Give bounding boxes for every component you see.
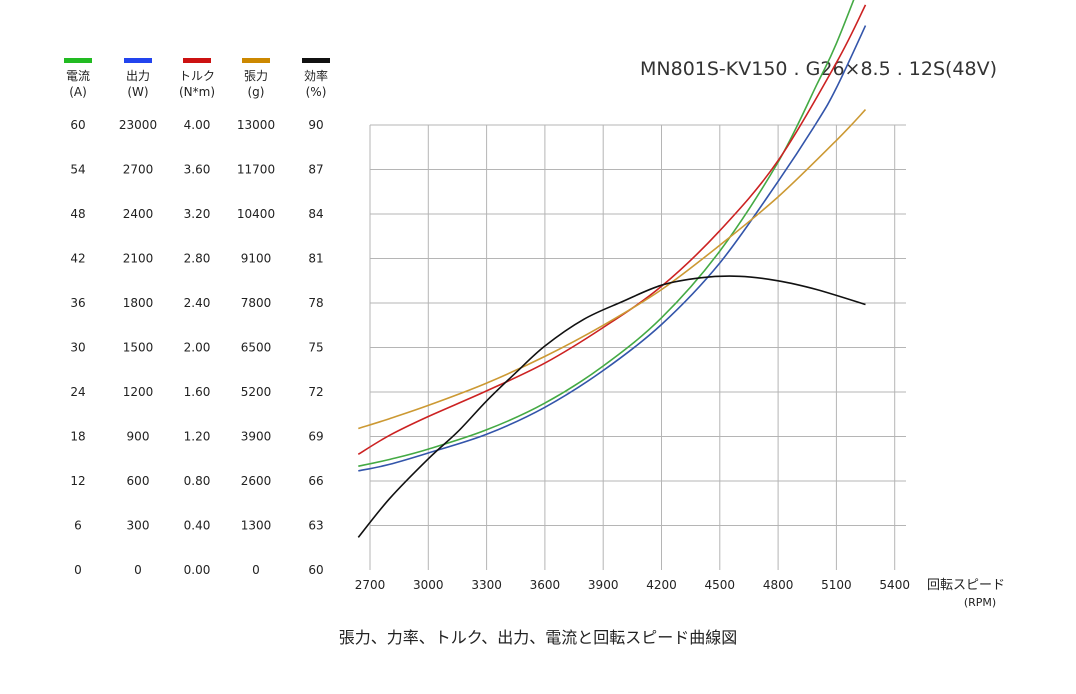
power-tick-label: 900 (127, 430, 150, 444)
efficiency-tick-label: 84 (308, 207, 323, 221)
power-tick-label: 1200 (123, 385, 154, 399)
thrust-tick-label: 7800 (241, 296, 272, 310)
current-axis-unit: (A) (69, 85, 87, 99)
thrust-tick-label: 11700 (237, 163, 275, 177)
torque-tick-label: 2.00 (184, 341, 211, 355)
power-axis-unit: (W) (127, 85, 148, 99)
x-axis-unit: (RPM) (964, 596, 996, 609)
efficiency-tick-label: 63 (308, 519, 323, 533)
x-tick-label: 4500 (705, 578, 736, 592)
torque-series-line (357, 4, 867, 455)
current-tick-label: 30 (70, 341, 85, 355)
current-tick-label: 36 (70, 296, 85, 310)
thrust-tick-label: 1300 (241, 519, 272, 533)
x-tick-label: 3000 (413, 578, 444, 592)
efficiency-series-line (357, 275, 866, 538)
thrust-tick-label: 10400 (237, 207, 275, 221)
torque-axis-label: トルク (179, 69, 215, 83)
current-tick-label: 42 (70, 252, 85, 266)
power-series-line (358, 25, 867, 472)
x-tick-label: 3600 (530, 578, 561, 592)
x-tick-label: 3900 (588, 578, 619, 592)
power-tick-label: 600 (127, 474, 150, 488)
x-tick-label: 4200 (646, 578, 677, 592)
x-axis-label: 回転スピード (927, 578, 1005, 593)
chart-caption: 張力、力率、トルク、出力、電流と回転スピード曲線図 (338, 628, 738, 647)
current-series-line (358, 0, 855, 467)
efficiency-tick-label: 72 (308, 385, 323, 399)
x-axis: 2700 3000 3300 3600 3900 4200 4500 4800 5100 5400… (355, 578, 1005, 609)
thrust-tick-label: 13000 (237, 118, 275, 132)
x-tick-label: 3300 (471, 578, 502, 592)
torque-tick-label: 4.00 (184, 118, 211, 132)
power-tick-label: 0 (134, 563, 142, 577)
thrust-series-line (358, 109, 867, 430)
thrust-tick-label: 9100 (241, 252, 272, 266)
efficiency-tick-label: 69 (308, 430, 323, 444)
series (357, 0, 867, 538)
power-axis-label: 出力 (126, 69, 150, 83)
torque-tick-label: 0.40 (184, 519, 211, 533)
thrust-tick-label: 0 (252, 563, 260, 577)
torque-legend-swatch (183, 58, 211, 63)
power-tick-label: 2100 (123, 252, 154, 266)
efficiency-tick-label: 78 (308, 296, 323, 310)
chart-title: MN801S-KV150 . G26×8.5 . 12S(48V) (640, 58, 998, 80)
torque-tick-label: 2.80 (184, 252, 211, 266)
torque-tick-label: 3.20 (184, 207, 211, 221)
x-tick-label: 5400 (879, 578, 910, 592)
torque-axis-unit: (N*m) (179, 85, 215, 99)
efficiency-tick-label: 90 (308, 118, 323, 132)
current-tick-label: 48 (70, 207, 85, 221)
power-tick-label: 300 (127, 519, 150, 533)
power-tick-label: 1800 (123, 296, 154, 310)
thrust-tick-label: 2600 (241, 474, 272, 488)
current-tick-label: 18 (70, 430, 85, 444)
torque-tick-label: 0.80 (184, 474, 211, 488)
thrust-tick-label: 6500 (241, 341, 272, 355)
efficiency-axis-unit: (%) (306, 85, 327, 99)
power-tick-label: 1500 (123, 341, 154, 355)
power-tick-label: 2700 (123, 163, 154, 177)
y-axes: 電流(A)06121824303642485460出力(W)0300600900… (64, 58, 330, 577)
power-legend-swatch (124, 58, 152, 63)
current-legend-swatch (64, 58, 92, 63)
efficiency-tick-label: 81 (308, 252, 323, 266)
current-tick-label: 0 (74, 563, 82, 577)
grid (369, 124, 906, 570)
efficiency-tick-label: 60 (308, 563, 323, 577)
efficiency-tick-label: 75 (308, 341, 323, 355)
current-tick-label: 6 (74, 519, 82, 533)
torque-tick-label: 1.60 (184, 385, 211, 399)
thrust-axis-label: 張力 (244, 69, 268, 83)
thrust-tick-label: 3900 (241, 430, 272, 444)
efficiency-tick-label: 87 (308, 163, 323, 177)
x-tick-label: 4800 (763, 578, 794, 592)
current-tick-label: 60 (70, 118, 85, 132)
torque-tick-label: 1.20 (184, 430, 211, 444)
x-tick-label: 2700 (355, 578, 386, 592)
efficiency-axis-label: 効率 (304, 68, 328, 83)
current-tick-label: 24 (70, 385, 85, 399)
torque-tick-label: 0.00 (184, 563, 211, 577)
power-tick-label: 23000 (119, 118, 157, 132)
thrust-tick-label: 5200 (241, 385, 272, 399)
current-tick-label: 12 (70, 474, 85, 488)
current-axis-label: 電流 (66, 69, 90, 83)
torque-tick-label: 3.60 (184, 163, 211, 177)
efficiency-tick-label: 66 (308, 474, 323, 488)
current-tick-label: 54 (70, 163, 85, 177)
thrust-axis-unit: (g) (248, 85, 265, 99)
x-tick-label: 5100 (821, 578, 852, 592)
torque-tick-label: 2.40 (184, 296, 211, 310)
thrust-legend-swatch (242, 58, 270, 63)
power-tick-label: 2400 (123, 207, 154, 221)
efficiency-legend-swatch (302, 58, 330, 63)
